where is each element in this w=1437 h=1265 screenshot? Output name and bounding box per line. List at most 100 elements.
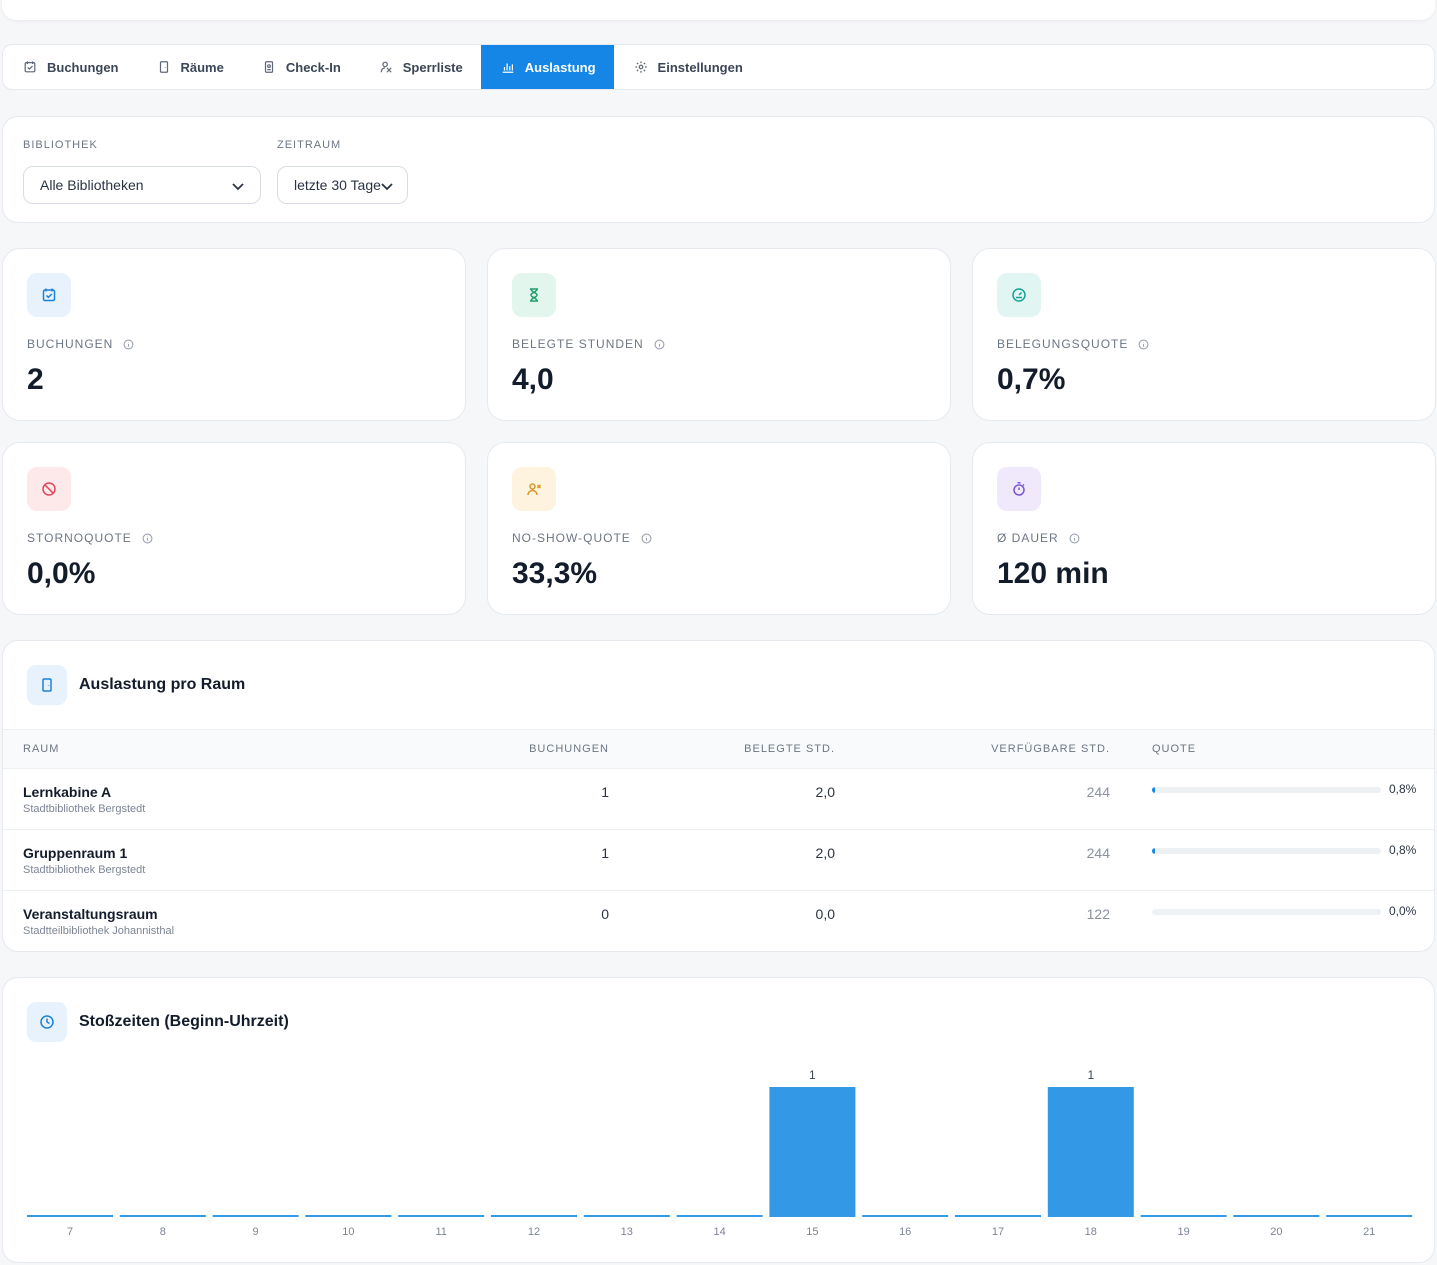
table-row: Lernkabine A Stadtbibliothek Bergstedt 1 2,… [3, 769, 1434, 830]
chart-bar [583, 1215, 670, 1217]
room-library: Stadtbibliothek Bergstedt [23, 803, 146, 815]
peak-times-card: Stoßzeiten (Beginn-Uhrzeit) 7 8 9 10 11 12 13 1… [2, 977, 1435, 1263]
door-icon [27, 665, 67, 705]
tab-label: Buchungen [47, 59, 119, 75]
gear-icon [634, 61, 647, 73]
room-library: Stadtbibliothek Bergstedt [23, 864, 146, 876]
period-filter-label: ZEITRAUM [277, 139, 342, 151]
x-tick-label: 14 [713, 1226, 725, 1238]
x-tick-label: 18 [1085, 1226, 1097, 1238]
tab-einstellungen[interactable]: Einstellungen [614, 45, 761, 89]
kpi-card: STORNOQUOTE 0,0% [2, 442, 466, 615]
peak-times-chart: 7 8 9 10 11 12 13 14 15 1 16 17 18 1 19 20 21 [3, 1066, 1434, 1256]
bar-value-label: 1 [1087, 1068, 1094, 1082]
ban-icon [27, 467, 71, 511]
chevron-down-icon [379, 178, 395, 194]
tab-label: Sperrliste [402, 59, 463, 75]
tab-label: Check-In [285, 59, 341, 75]
x-tick-label: 12 [528, 1226, 540, 1238]
door-icon [159, 61, 168, 73]
x-tick-label: 8 [160, 1226, 166, 1238]
x-tick-label: 17 [992, 1226, 1004, 1238]
library-select[interactable]: Alle Bibliotheken [23, 166, 261, 204]
kpi-label: BELEGTE STUNDEN [512, 337, 665, 351]
tab-buchungen[interactable]: Buchungen [3, 45, 137, 89]
info-icon[interactable] [641, 533, 652, 544]
col-room: RAUM [23, 743, 60, 755]
tab-check-in[interactable]: Check-In [242, 45, 359, 89]
room-name: Lernkabine A [23, 784, 112, 800]
room-available: 122 [1086, 906, 1110, 922]
tab-label: Räume [180, 59, 224, 75]
clock-icon [27, 1002, 67, 1042]
table-row: Veranstaltungsraum Stadtteilbibliothek Jo… [3, 891, 1434, 951]
kpi-card: NO-SHOW-QUOTE 33,3% [487, 442, 951, 615]
library-filter-label: BIBLIOTHEK [23, 139, 98, 151]
chart-bar [119, 1215, 206, 1217]
x-tick-label: 15 [806, 1226, 818, 1238]
chart-bar [862, 1215, 949, 1217]
chart-bar [27, 1215, 113, 1217]
kpi-label-text: Ø DAUER [997, 531, 1059, 545]
peak-times-title: Stoßzeiten (Beginn-Uhrzeit) [79, 1013, 289, 1030]
info-icon[interactable] [1069, 533, 1080, 544]
kpi-label-text: STORNOQUOTE [27, 531, 132, 545]
main-tabs: Buchungen Räume Check-In Sperrliste Auslastu… [2, 44, 1435, 90]
tab-label: Einstellungen [657, 59, 743, 75]
chart-bar [769, 1087, 856, 1217]
x-tick-label: 20 [1270, 1226, 1282, 1238]
info-icon[interactable] [123, 339, 134, 350]
period-select-value: letzte 30 Tage [294, 177, 381, 193]
x-tick-label: 21 [1363, 1226, 1375, 1238]
kpi-card: BELEGTE STUNDEN 4,0 [487, 248, 951, 421]
bar-value-label: 1 [809, 1068, 816, 1082]
tab-label: Auslastung [524, 59, 596, 75]
top-header-bar [2, 0, 1435, 20]
kpi-value: 0,0% [27, 557, 96, 590]
kpi-card: Ø DAUER 120 min [972, 442, 1436, 615]
kpi-value: 4,0 [512, 363, 554, 396]
kpi-label-text: BELEGUNGSQUOTE [997, 337, 1129, 351]
room-quote: 0,0% [1389, 904, 1417, 918]
info-icon[interactable] [142, 533, 153, 544]
chart-bar [305, 1215, 392, 1217]
chart-bar [676, 1215, 763, 1217]
tab-sperrliste[interactable]: Sperrliste [359, 45, 481, 89]
quote-bar [1152, 787, 1381, 793]
info-icon[interactable] [654, 339, 665, 350]
tab-auslastung[interactable]: Auslastung [480, 45, 614, 89]
tab-räume[interactable]: Räume [137, 45, 242, 89]
user-x-icon [512, 467, 556, 511]
info-icon[interactable] [1138, 339, 1149, 350]
room-utilization-card: Auslastung pro Raum RAUM BUCHUNGEN BELEG… [2, 640, 1435, 952]
chart-bar [1233, 1215, 1320, 1217]
kpi-card: BELEGUNGSQUOTE 0,7% [972, 248, 1436, 421]
room-available: 244 [1086, 845, 1110, 861]
period-select[interactable]: letzte 30 Tage [277, 166, 408, 204]
gauge-icon [997, 273, 1041, 317]
kpi-label-text: BUCHUNGEN [27, 337, 114, 351]
badge-icon [264, 61, 273, 73]
chart-bar [1140, 1215, 1227, 1217]
col-hours: BELEGTE STD. [744, 743, 835, 755]
quote-bar [1152, 909, 1381, 915]
calendar-check-icon [24, 61, 36, 73]
chart-bar [212, 1215, 299, 1217]
room-quote: 0,8% [1389, 843, 1417, 857]
hourglass-icon [512, 273, 556, 317]
chart-bar [398, 1215, 485, 1217]
table-row: Gruppenraum 1 Stadtbibliothek Bergstedt 1 2… [3, 830, 1434, 891]
col-quote: QUOTE [1152, 743, 1197, 755]
kpi-label: NO-SHOW-QUOTE [512, 531, 652, 545]
kpi-label: BUCHUNGEN [27, 337, 134, 351]
room-hours: 2,0 [815, 845, 835, 861]
room-utilization-title: Auslastung pro Raum [79, 676, 246, 693]
room-name: Gruppenraum 1 [23, 845, 128, 861]
room-available: 244 [1086, 784, 1110, 800]
kpi-label: Ø DAUER [997, 531, 1080, 545]
kpi-label-text: NO-SHOW-QUOTE [512, 531, 631, 545]
quote-bar [1152, 848, 1381, 854]
kpi-value: 0,7% [997, 363, 1066, 396]
library-select-value: Alle Bibliotheken [40, 177, 144, 193]
chevron-down-icon [230, 178, 246, 194]
